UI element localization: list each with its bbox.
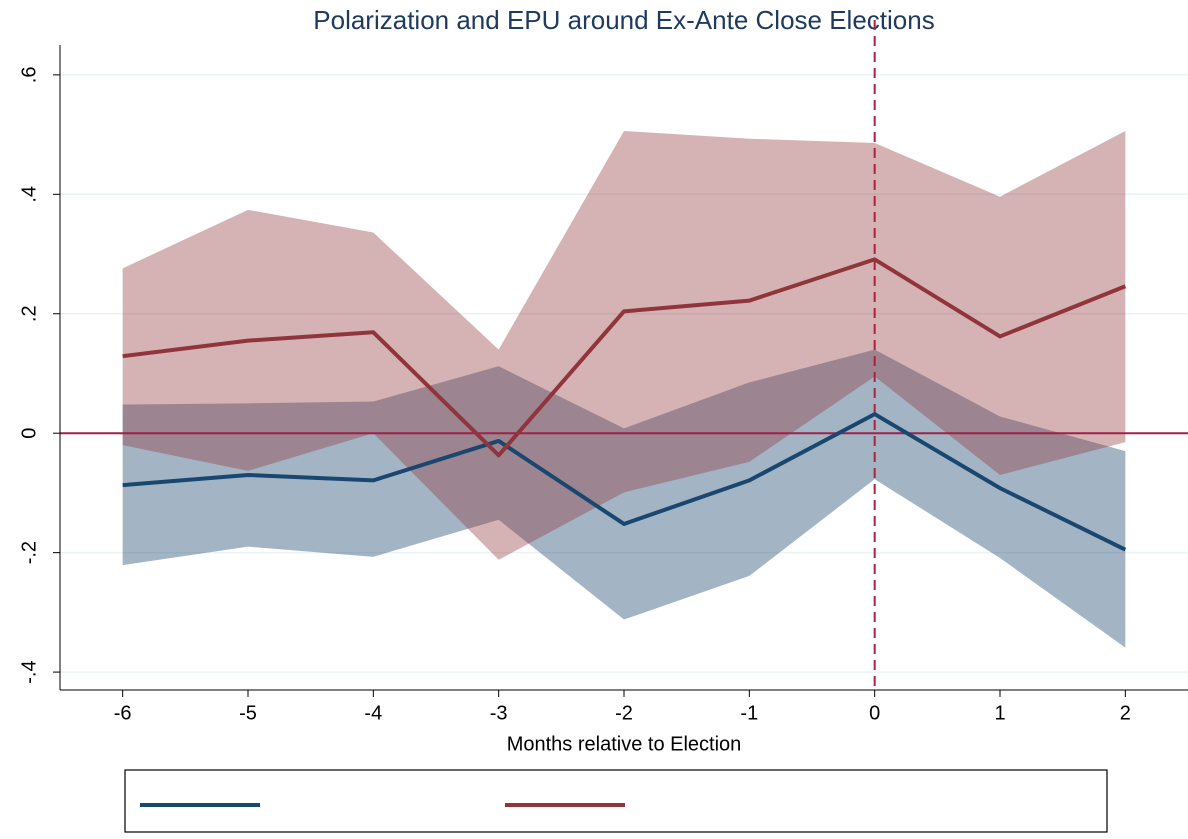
y-tick-label: 0 (18, 428, 40, 439)
chart-title: Polarization and EPU around Ex-Ante Clos… (313, 5, 934, 35)
x-axis-label: Months relative to Election (507, 733, 742, 755)
confidence-band (122, 131, 1126, 560)
x-tick-label: -3 (490, 702, 508, 724)
x-tick-label: -5 (239, 702, 257, 724)
x-tick-label: -1 (740, 702, 758, 724)
legend-box (124, 769, 1108, 833)
y-tick-label: .4 (18, 186, 40, 203)
x-tick-label: -4 (364, 702, 382, 724)
x-tick-label: -2 (615, 702, 633, 724)
series-line (122, 257, 1127, 458)
series-line (122, 412, 1127, 552)
y-tick-label: .6 (18, 67, 40, 84)
y-tick-label: -.2 (18, 541, 40, 564)
y-tick-label: -.4 (18, 660, 40, 683)
x-tick-label: -6 (114, 702, 132, 724)
x-tick-label: 1 (994, 702, 1005, 724)
y-tick-label: .2 (18, 305, 40, 322)
x-tick-label: 2 (1120, 702, 1131, 724)
x-tick-label: 0 (869, 702, 880, 724)
